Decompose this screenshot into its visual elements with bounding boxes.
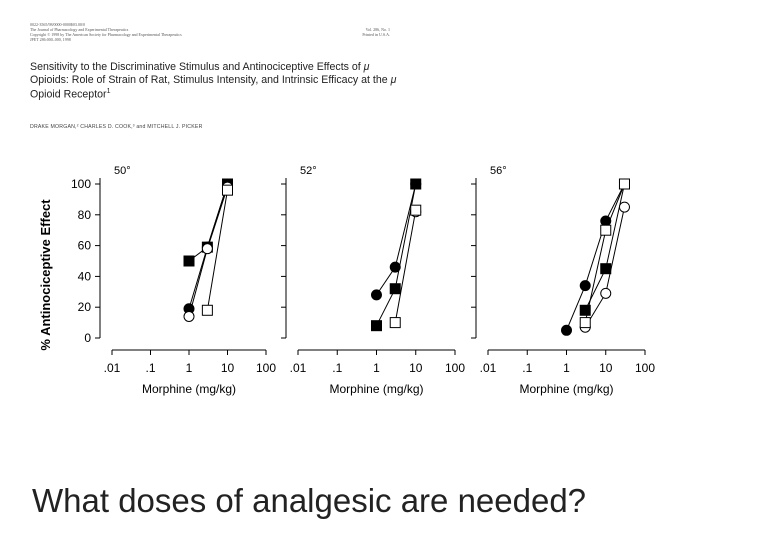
data-point-square [579,304,591,316]
chart-panel: 0 20 40 60 80 100 .01 .1 1 10 100 50° Morphine (mg/k… [38,165,276,396]
data-point-square [410,178,422,190]
series-line [376,183,417,326]
data-point-square [371,320,382,332]
series-line [566,183,625,331]
panel-title: 50° [114,165,131,177]
x-tick-label: .01 [480,361,497,375]
data-point-square [410,204,422,216]
y-tick-label: 80 [78,208,92,222]
slide-question: What doses of analgesic are needed? [32,482,587,519]
data-point-square [183,255,195,267]
x-tick-label: 10 [409,361,423,375]
data-point-circle [183,310,195,322]
journal-line: JPET 286:000–000, 1998 [30,37,71,42]
paper-authors: DRAKE MORGAN,² CHARLES D. COOK,³ and MIT… [30,124,203,130]
data-point-square [618,178,630,190]
x-tick-label: .1 [332,361,342,375]
x-axis-label: Morphine (mg/kg) [142,382,236,396]
x-tick-label: 1 [563,361,570,375]
data-point-circle [371,289,382,301]
x-tick-label: 10 [599,361,613,375]
data-point-square [389,283,401,295]
x-tick-label: 100 [256,361,276,375]
data-point-square [222,184,233,196]
panel-title: 52° [300,165,317,177]
printed-label: Printed in U.S.A. [362,32,390,37]
x-tick-label: 100 [445,361,465,375]
x-tick-label: 10 [221,361,235,375]
x-tick-label: 100 [635,361,655,375]
chart-panel: .01 .1 1 10 100 52° Morphine (mg/kg) [281,165,465,396]
y-tick-label: 100 [71,177,91,191]
x-tick-label: .01 [104,361,121,375]
data-point-square [600,263,612,275]
y-axis-label: % Antinociceptive Effect [38,199,53,351]
series-line [206,190,228,311]
data-point-circle [618,201,630,213]
chart-panel: .01 .1 1 10 100 56° Morphine (mg/kg) [471,165,655,396]
y-tick-label: 60 [78,239,92,253]
data-point-square [579,317,591,329]
x-tick-label: 1 [186,361,193,375]
x-tick-label: .1 [145,361,155,375]
data-point-circle [600,215,612,227]
data-point-circle [561,324,572,336]
x-tick-label: .01 [290,361,307,375]
journal-line: 0022-3565/98/0000-0000$03.00/0 [30,22,85,27]
data-point-square [389,317,401,329]
series-line [394,210,417,323]
data-point-square [201,304,213,316]
data-point-circle [600,287,612,299]
data-point-circle [201,243,213,255]
x-axis-label: Morphine (mg/kg) [329,382,423,396]
panel-title: 56° [490,165,507,177]
series-line [584,183,625,323]
journal-line: The Journal of Pharmacology and Experime… [30,27,129,32]
y-tick-label: 20 [78,300,92,314]
series-line [376,183,417,296]
volume-label: Vol. 286, No. 1 [365,27,390,32]
x-tick-label: 1 [373,361,380,375]
y-tick-label: 40 [78,269,92,283]
data-point-circle [389,261,401,273]
paper-title: Sensitivity to the Discriminative Stimul… [30,61,397,101]
journal-header: 0022-3565/98/0000-0000$03.00/0 The Journ… [30,22,390,42]
x-axis-label: Morphine (mg/kg) [519,382,613,396]
x-tick-label: .1 [522,361,532,375]
data-point-square [600,224,612,236]
journal-line: Copyright © 1998 by The American Society… [30,32,182,37]
dose-response-charts: 0 20 40 60 80 100 .01 .1 1 10 100 50° Morphine (mg/k… [38,165,655,396]
y-tick-label: 0 [84,331,91,345]
data-point-circle [579,280,591,292]
